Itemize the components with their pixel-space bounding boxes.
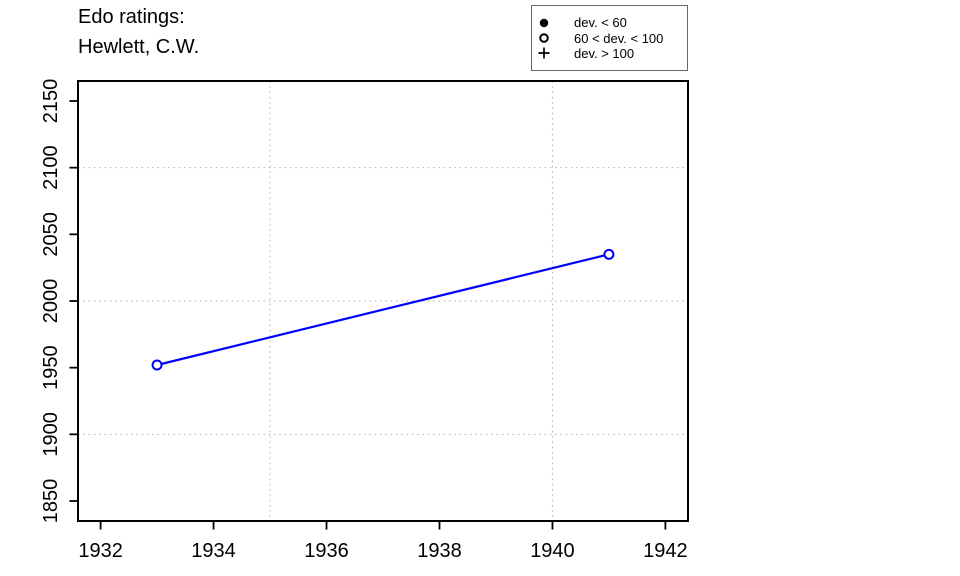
x-tick-label: 1932	[78, 540, 123, 562]
legend-item-label: 60 < dev. < 100	[574, 30, 664, 46]
y-tick-label: 1850	[40, 479, 62, 524]
legend-item: dev. < 60	[537, 15, 687, 30]
legend-item-label: dev. < 60	[574, 15, 627, 31]
legend-item: 60 < dev. < 100	[537, 30, 687, 46]
y-tick-label: 1950	[40, 345, 62, 390]
chart-title-line2: Hewlett, C.W.	[78, 36, 200, 58]
data-point-marker	[151, 359, 163, 371]
y-tick-label: 2050	[40, 212, 62, 256]
x-tick-label: 1940	[530, 540, 575, 562]
x-tick-label: 1934	[191, 540, 236, 562]
x-tick-label: 1942	[643, 540, 688, 562]
plot-box	[77, 80, 689, 522]
chart-title-line1: Edo ratings:	[78, 6, 185, 28]
legend-box: dev. < 60 60 < dev. < 100 dev. > 100	[531, 5, 688, 71]
open-circle-icon	[537, 31, 551, 45]
legend-item-label: dev. > 100	[574, 45, 635, 61]
chart-title: Edo ratings: Hewlett, C.W.	[78, 2, 199, 62]
series-line	[156, 253, 610, 367]
y-tick-label: 2100	[40, 145, 62, 190]
plus-icon	[537, 46, 551, 60]
y-tick-label: 2150	[40, 79, 62, 124]
y-tick-label: 1900	[40, 412, 62, 457]
legend-item: dev. > 100	[537, 46, 687, 61]
filled-circle-icon	[537, 16, 551, 30]
x-tick-label: 1936	[304, 540, 349, 562]
x-tick-label: 1938	[417, 540, 462, 562]
data-point-marker	[603, 248, 615, 260]
y-tick-label: 2000	[40, 279, 62, 324]
